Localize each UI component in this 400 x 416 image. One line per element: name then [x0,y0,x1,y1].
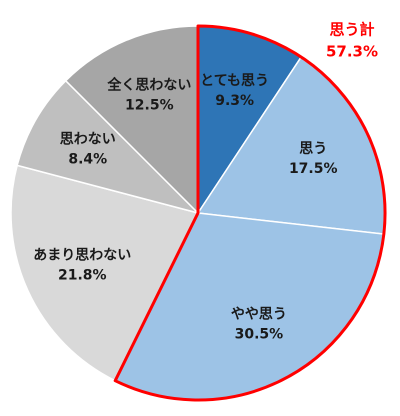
slice-value: 17.5% [289,161,338,177]
slice [16,79,201,215]
annotation-value: 57.3% [326,43,378,61]
slice-value: 9.3% [215,93,254,109]
slices [10,25,386,401]
slice-label: やや思う [231,307,287,323]
slice-label: 思わない [60,132,116,148]
group-outline [113,24,387,402]
slice-value: 21.8% [58,268,107,284]
group-outline [113,24,387,402]
slice-value: 8.4% [68,152,107,168]
slice-value: 12.5% [125,98,174,114]
slice-label: あまり思わない [33,248,131,264]
annotation-label: 思う計 [329,21,374,39]
slice-label: とても思う [200,73,269,89]
slice-label: 全く思わない [106,77,191,94]
labels: とても思う 9.3% 思う 17.5% やや思う 30.5% あまり思わない 21.8% 思わな… [33,73,337,342]
slice [10,164,200,382]
slice-value: 30.5% [235,327,284,343]
slice-label: 思う [299,141,327,157]
slice [64,25,199,215]
